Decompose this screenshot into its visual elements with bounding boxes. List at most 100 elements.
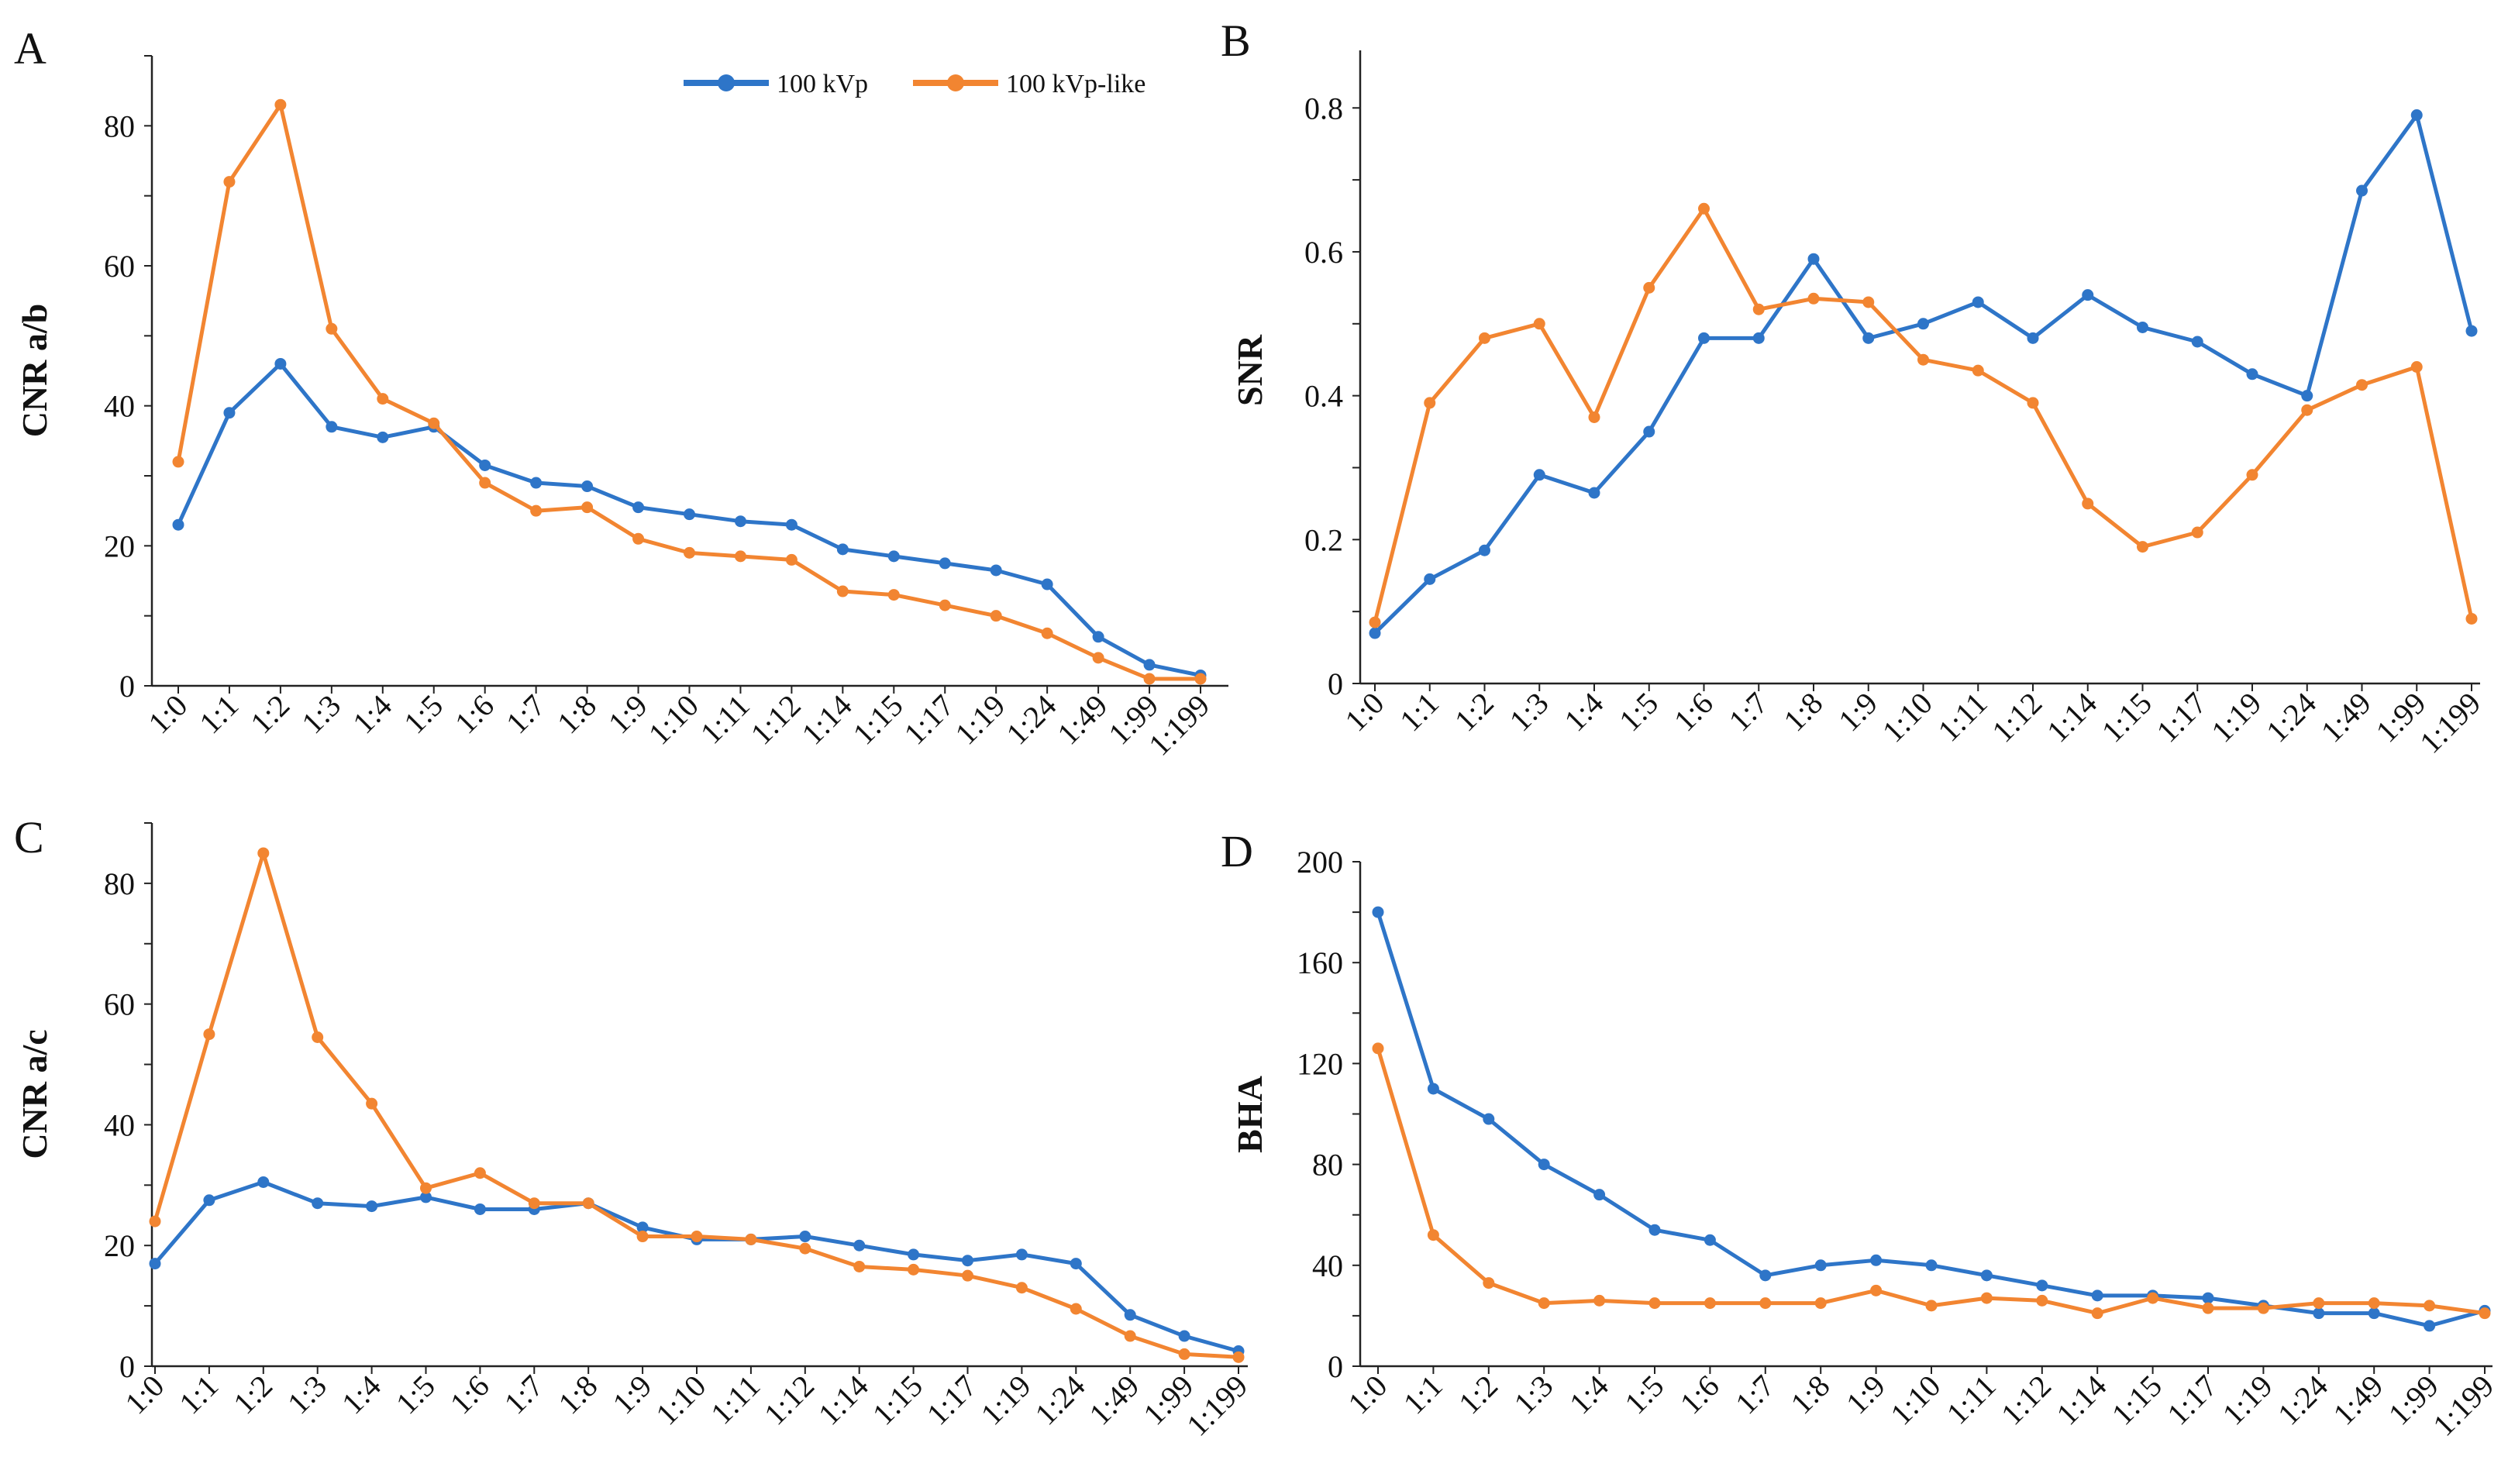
x-tick-label: 1:10 (649, 1369, 712, 1432)
x-tick-label: 1:6 (448, 688, 501, 741)
data-point-100-kvp (1752, 332, 1765, 344)
data-point-100-kvp-like (2368, 1297, 2380, 1310)
data-point-100-kvp-like (2246, 469, 2258, 481)
data-point-100-kvp-like (745, 1233, 757, 1245)
data-point-100-kvp (2202, 1292, 2214, 1304)
data-point-100-kvp (734, 515, 746, 528)
data-point-100-kvp-like (2301, 404, 2313, 416)
x-tick-label: 1:8 (550, 688, 603, 741)
data-point-100-kvp-like (377, 393, 389, 405)
data-point-100-kvp-like (2257, 1302, 2269, 1314)
data-point-100-kvp-like (2479, 1307, 2491, 1320)
y-tick-label: 0.8 (1304, 91, 1343, 126)
legend-label-100-kvp: 100 kVp (777, 70, 868, 98)
data-point-100-kvp-like (836, 585, 849, 597)
data-point-100-kvp-like (2410, 361, 2423, 373)
data-point-100-kvp (2036, 1279, 2048, 1292)
data-point-100-kvp (1807, 253, 1820, 265)
y-tick-label: 80 (104, 108, 135, 143)
x-tick-label: 1:12 (1994, 1369, 2058, 1432)
data-point-100-kvp-like (632, 532, 645, 545)
data-point-100-kvp-like (1178, 1348, 1190, 1360)
x-tick-label: 1:199 (2413, 686, 2487, 760)
data-point-100-kvp (1588, 487, 1600, 499)
y-tick-label: 80 (104, 866, 135, 901)
series-line-100-kvp-like (176, 102, 1201, 681)
data-point-100-kvp (1427, 1083, 1439, 1095)
series-100-kvp (1372, 906, 2491, 1332)
data-point-100-kvp (632, 501, 645, 514)
x-tick-label: 1:0 (1341, 1369, 1394, 1421)
x-tick-label: 1:10 (1883, 1369, 1947, 1432)
x-tick-label: 1:11 (704, 1369, 767, 1431)
x-tick-label: 1:2 (243, 688, 296, 741)
data-point-100-kvp (581, 480, 594, 493)
y-tick-label: 40 (104, 389, 135, 424)
data-point-100-kvp (684, 508, 695, 521)
series-100-kvp-like (1372, 1042, 2491, 1320)
data-point-100-kvp (274, 357, 287, 370)
x-tick-label: 1:6 (1673, 1369, 1726, 1421)
data-point-100-kvp-like (1372, 1042, 1384, 1055)
series-100-kvp-like (1369, 202, 2478, 628)
x-tick-label: 1:24 (2271, 1369, 2334, 1432)
data-point-100-kvp-like (691, 1231, 703, 1243)
data-point-100-kvp (2091, 1289, 2103, 1302)
legend-marker-100-kvp-like (947, 74, 964, 91)
data-point-100-kvp (2424, 1320, 2436, 1332)
x-tick-label: 1:9 (601, 688, 654, 741)
data-point-100-kvp-like (428, 417, 440, 429)
x-tick-label: 1:15 (846, 688, 910, 752)
data-point-100-kvp (853, 1239, 866, 1252)
data-point-100-kvp-like (2191, 526, 2203, 539)
data-point-100-kvp (1980, 1269, 1993, 1282)
series-100-kvp-like (149, 847, 1245, 1363)
y-axis-label: SNR (1230, 334, 1270, 406)
y-tick-label: 0.2 (1304, 522, 1343, 557)
data-point-100-kvp (785, 518, 798, 531)
data-point-100-kvp (2313, 1307, 2325, 1320)
x-tick-label: 1:1 (1397, 1369, 1449, 1421)
data-point-100-kvp-like (1752, 303, 1765, 315)
data-point-100-kvp-like (734, 550, 746, 563)
data-point-100-kvp-like (1980, 1292, 1993, 1304)
data-point-100-kvp-like (1194, 673, 1207, 685)
x-tick-label: 1:199 (1142, 688, 1216, 763)
x-tick-label: 1:6 (1667, 686, 1720, 739)
data-point-100-kvp-like (908, 1263, 920, 1276)
panel-letter: C (14, 812, 44, 863)
data-point-100-kvp-like (2356, 379, 2368, 391)
data-point-100-kvp (799, 1231, 811, 1243)
x-tick-label: 1:3 (281, 1369, 333, 1421)
data-point-100-kvp-like (1143, 673, 1156, 685)
x-tick-label: 1:14 (795, 688, 859, 752)
series-100-kvp (172, 357, 1207, 681)
data-point-100-kvp-like (149, 1215, 161, 1227)
data-point-100-kvp-like (257, 847, 270, 859)
x-tick-label: 1:3 (1507, 1369, 1560, 1421)
x-tick-label: 1:11 (1940, 1369, 2003, 1431)
x-tick-label: 1:9 (1831, 686, 1884, 739)
panel-letter: A (14, 23, 47, 74)
data-point-100-kvp-like (1070, 1303, 1082, 1315)
data-point-100-kvp-like (1704, 1297, 1716, 1310)
data-point-100-kvp (377, 431, 389, 443)
data-point-100-kvp-like (1092, 652, 1104, 664)
data-point-100-kvp (1704, 1234, 1716, 1246)
x-tick-label: 1:8 (1776, 686, 1829, 739)
y-tick-label: 0.4 (1304, 379, 1343, 414)
data-point-100-kvp-like (1427, 1229, 1439, 1241)
data-point-100-kvp (2027, 332, 2039, 344)
x-tick-label: 1:8 (1784, 1369, 1837, 1421)
data-point-100-kvp-like (2147, 1292, 2159, 1304)
panel-letter: B (1221, 15, 1251, 66)
data-point-100-kvp (2465, 325, 2478, 337)
x-tick-label: 1:7 (1722, 686, 1775, 739)
series-100-kvp (1369, 109, 2478, 639)
data-point-100-kvp-like (1870, 1284, 1883, 1296)
y-tick-label: 20 (104, 529, 135, 563)
